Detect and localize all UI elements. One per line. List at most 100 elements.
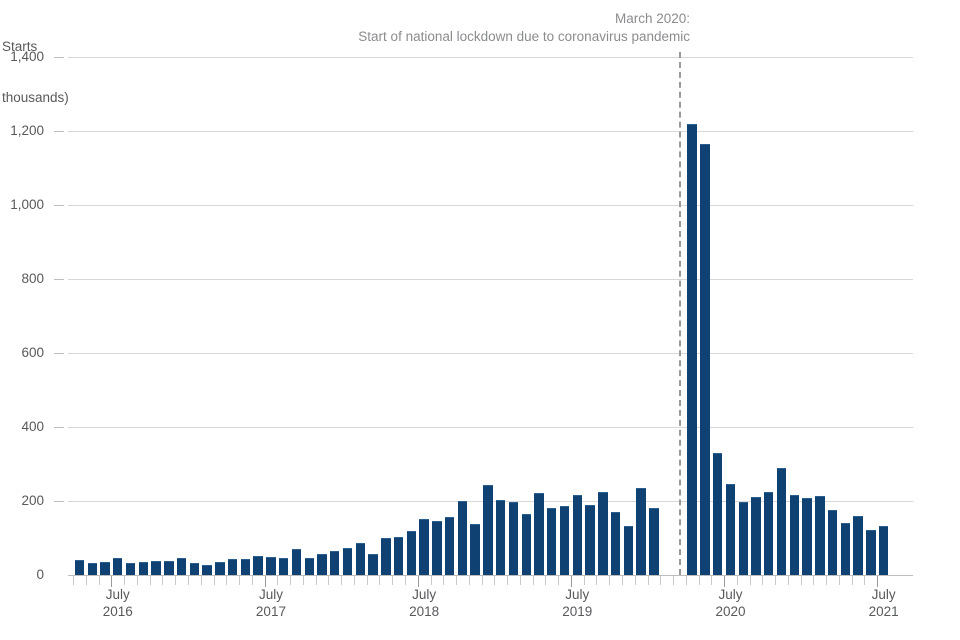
gridline <box>68 575 913 576</box>
y-tick-label: 200 <box>21 493 44 508</box>
bar <box>189 562 200 575</box>
x-tick-minor <box>162 576 164 585</box>
bar <box>827 510 838 575</box>
y-tick-label: 800 <box>21 271 44 286</box>
x-tick-minor <box>277 576 279 585</box>
x-tick-minor <box>73 576 75 585</box>
bar <box>125 562 136 575</box>
y-tick-mark <box>54 57 64 58</box>
lockdown-marker-line <box>679 52 682 575</box>
bar <box>304 558 314 575</box>
y-tick-label: 1,200 <box>10 123 44 138</box>
bar <box>113 558 123 575</box>
bar <box>636 488 646 575</box>
x-tick-minor <box>136 576 138 585</box>
bar <box>317 553 327 575</box>
bar <box>253 555 263 575</box>
x-tick-minor <box>685 576 687 585</box>
bar <box>572 495 582 575</box>
y-tick-label: 600 <box>21 345 44 360</box>
x-tick-minor <box>813 576 815 585</box>
x-tick-minor <box>392 576 394 585</box>
x-tick-minor <box>673 576 675 585</box>
plot-area <box>68 52 913 576</box>
x-tick-minor <box>762 576 764 585</box>
gridline <box>68 57 913 58</box>
x-tick-minor <box>315 576 317 585</box>
gridline <box>68 279 913 280</box>
bar <box>508 502 519 575</box>
bar <box>138 562 149 575</box>
x-tick-minor <box>430 576 432 585</box>
x-tick-label-year: 2020 <box>715 604 746 619</box>
x-tick-label-year: 2017 <box>255 604 286 619</box>
y-tick-mark <box>54 131 64 132</box>
bar <box>381 538 391 575</box>
bar <box>87 562 97 575</box>
bar <box>789 495 799 575</box>
x-tick-label: July 2020 <box>685 586 775 620</box>
x-tick-minor <box>736 576 738 585</box>
x-tick-minor <box>404 576 406 585</box>
x-tick-minor <box>98 576 100 585</box>
bar <box>151 561 161 575</box>
bar <box>215 561 225 575</box>
gridline <box>68 205 913 206</box>
x-tick-minor <box>698 576 700 585</box>
x-tick-minor <box>647 576 649 585</box>
bar <box>802 497 812 575</box>
y-tick-label: 0 <box>36 567 44 582</box>
bar <box>495 499 506 575</box>
x-tick-minor <box>507 576 509 585</box>
x-tick-label-month: July <box>565 587 590 602</box>
x-tick-major <box>417 576 419 587</box>
x-tick-major <box>111 576 113 587</box>
x-tick-minor <box>787 576 789 585</box>
x-tick-minor <box>213 576 215 585</box>
x-tick-minor <box>187 576 189 585</box>
x-tick-minor <box>864 576 866 585</box>
x-tick-minor <box>494 576 496 585</box>
lockdown-annotation-line1: March 2020: <box>614 11 690 26</box>
bar <box>355 542 366 575</box>
x-tick-minor <box>290 576 292 585</box>
bar <box>483 485 493 575</box>
x-tick-minor <box>711 576 713 585</box>
bar <box>342 548 353 575</box>
gridline <box>68 353 913 354</box>
bar <box>100 562 110 575</box>
bar <box>815 496 825 575</box>
x-tick-minor <box>341 576 343 585</box>
x-tick-minor <box>302 576 304 585</box>
x-tick-minor <box>443 576 445 585</box>
x-tick-minor <box>749 576 751 585</box>
x-tick-minor <box>379 576 381 585</box>
bar <box>866 529 876 575</box>
lockdown-annotation-line2: Start of national lockdown due to corona… <box>358 29 690 44</box>
bar <box>266 557 276 575</box>
bar <box>240 559 251 575</box>
x-tick-label: July 2021 <box>839 586 929 620</box>
bar <box>330 551 340 575</box>
x-tick-label-year: 2018 <box>409 604 440 619</box>
y-tick-mark <box>54 501 64 502</box>
x-tick-label-month: July <box>105 587 130 602</box>
y-tick-mark <box>54 353 64 354</box>
gridline <box>68 131 913 132</box>
bar <box>610 512 621 575</box>
x-tick-label: July 2019 <box>532 586 622 620</box>
x-tick-minor <box>660 576 662 585</box>
bar <box>598 491 608 575</box>
bar <box>176 558 187 575</box>
x-tick-label-month: July <box>412 587 437 602</box>
bar <box>623 525 634 575</box>
x-tick-minor <box>545 576 547 585</box>
bar <box>432 520 442 575</box>
y-axis-title-line1: Starts <box>2 39 38 54</box>
x-tick-minor <box>85 576 87 585</box>
x-tick-minor <box>328 576 330 585</box>
bar <box>444 516 455 575</box>
x-tick-minor <box>634 576 636 585</box>
x-tick-minor <box>200 576 202 585</box>
y-tick-mark <box>54 427 64 428</box>
